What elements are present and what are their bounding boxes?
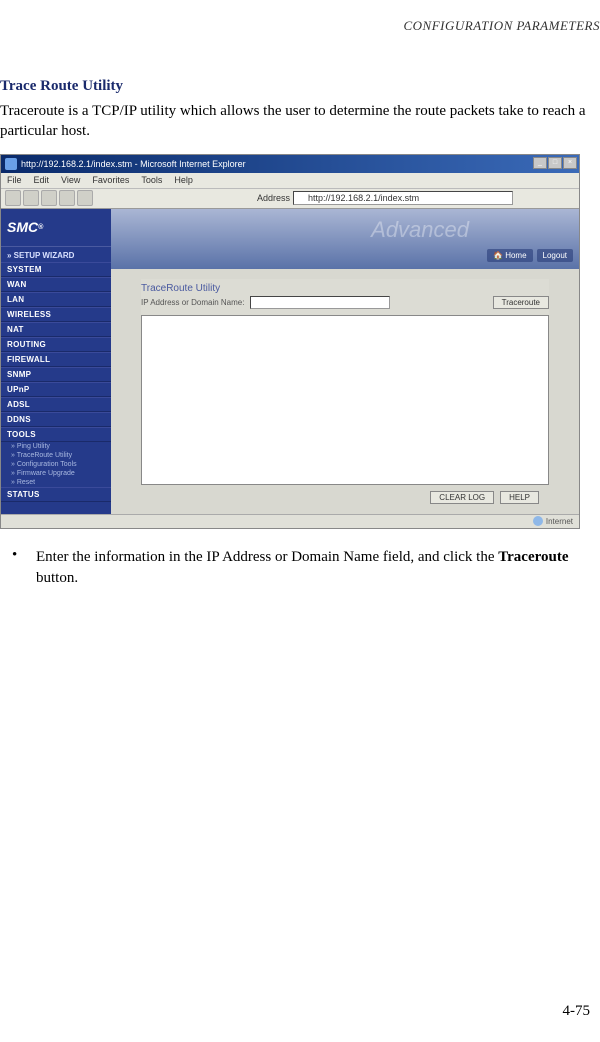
refresh-icon[interactable] — [59, 190, 75, 206]
bullet-bold: Traceroute — [498, 549, 568, 565]
window-title: http://192.168.2.1/index.stm - Microsoft… — [21, 159, 246, 169]
sidebar-item-lan[interactable]: LAN — [1, 292, 111, 307]
address-label: Address — [257, 193, 290, 203]
browser-menubar: File Edit View Favorites Tools Help — [1, 173, 579, 189]
header-actions: 🏠 Home Logout — [487, 249, 573, 262]
banner-text: Advanced — [371, 217, 469, 243]
ie-icon — [5, 158, 17, 170]
sidebar-item-tools[interactable]: TOOLS — [1, 427, 111, 442]
sidebar-item-upnp[interactable]: UPnP — [1, 382, 111, 397]
menu-tools[interactable]: Tools — [141, 175, 162, 185]
sidebar-item-wireless[interactable]: WIRELESS — [1, 307, 111, 322]
traceroute-button[interactable]: Traceroute — [493, 296, 549, 309]
screenshot-figure: http://192.168.2.1/index.stm - Microsoft… — [0, 154, 580, 529]
status-bar: Internet — [1, 514, 579, 528]
stop-icon[interactable] — [41, 190, 57, 206]
bottom-buttons: CLEAR LOG HELP — [430, 491, 539, 504]
section-title: Trace Route Utility — [0, 78, 600, 95]
main-panel: Advanced 🏠 Home Logout TraceRoute Utilit… — [111, 209, 579, 514]
panel-title: TraceRoute Utility — [141, 279, 549, 296]
sub-config-tools[interactable]: » Configuration Tools — [1, 460, 111, 469]
sidebar-item-ddns[interactable]: DDNS — [1, 412, 111, 427]
bullet-post: button. — [36, 570, 78, 586]
minimize-button[interactable]: _ — [533, 157, 547, 169]
back-icon[interactable] — [5, 190, 21, 206]
clear-log-button[interactable]: CLEAR LOG — [430, 491, 494, 504]
internet-icon — [533, 516, 543, 526]
sidebar-item-status[interactable]: STATUS — [1, 487, 111, 502]
menu-file[interactable]: File — [7, 175, 22, 185]
bullet-text: Enter the information in the IP Address … — [36, 547, 590, 589]
instruction-bullet: • Enter the information in the IP Addres… — [0, 547, 600, 589]
page-content: Trace Route Utility Traceroute is a TCP/… — [0, 0, 600, 589]
ip-field-label: IP Address or Domain Name: — [141, 298, 244, 307]
menu-help[interactable]: Help — [174, 175, 193, 185]
home-button[interactable]: 🏠 Home — [487, 249, 533, 262]
traceroute-panel: TraceRoute Utility IP Address or Domain … — [141, 279, 549, 484]
close-button[interactable]: × — [563, 157, 577, 169]
sidebar: SMC® » SETUP WIZARD SYSTEM WAN LAN WIREL… — [1, 209, 111, 514]
bullet-marker: • — [12, 547, 36, 564]
running-head: CONFIGURATION PARAMETERS — [403, 18, 600, 34]
sub-traceroute[interactable]: » TraceRoute Utility — [1, 451, 111, 460]
sub-ping[interactable]: » Ping Utility — [1, 442, 111, 451]
nav-icons — [5, 190, 93, 206]
sidebar-item-system[interactable]: SYSTEM — [1, 262, 111, 277]
intro-paragraph: Traceroute is a TCP/IP utility which all… — [0, 101, 600, 142]
address-input[interactable]: http://192.168.2.1/index.stm — [293, 191, 513, 205]
result-box — [141, 315, 549, 485]
main-header: Advanced 🏠 Home Logout — [111, 209, 579, 269]
logout-button[interactable]: Logout — [537, 249, 573, 262]
forward-icon[interactable] — [23, 190, 39, 206]
smc-logo: SMC® — [1, 209, 111, 247]
window-controls: _ □ × — [533, 157, 577, 169]
ip-input[interactable] — [250, 296, 390, 309]
window-titlebar: http://192.168.2.1/index.stm - Microsoft… — [1, 155, 579, 173]
maximize-button[interactable]: □ — [548, 157, 562, 169]
menu-view[interactable]: View — [61, 175, 80, 185]
sidebar-item-wan[interactable]: WAN — [1, 277, 111, 292]
sub-reset[interactable]: » Reset — [1, 478, 111, 487]
sidebar-item-routing[interactable]: ROUTING — [1, 337, 111, 352]
setup-wizard-link[interactable]: » SETUP WIZARD — [1, 247, 111, 262]
logo-text: SMC — [7, 219, 38, 235]
menu-favorites[interactable]: Favorites — [92, 175, 129, 185]
status-text: Internet — [546, 517, 573, 526]
sidebar-item-snmp[interactable]: SNMP — [1, 367, 111, 382]
bullet-pre: Enter the information in the IP Address … — [36, 549, 498, 565]
sidebar-item-nat[interactable]: NAT — [1, 322, 111, 337]
page-number: 4-75 — [563, 1003, 591, 1020]
app-body: SMC® » SETUP WIZARD SYSTEM WAN LAN WIREL… — [1, 209, 579, 514]
address-bar: Address http://192.168.2.1/index.stm — [1, 189, 579, 209]
sidebar-item-adsl[interactable]: ADSL — [1, 397, 111, 412]
input-row: IP Address or Domain Name: Traceroute — [141, 296, 549, 309]
home-icon[interactable] — [77, 190, 93, 206]
help-button[interactable]: HELP — [500, 491, 539, 504]
menu-edit[interactable]: Edit — [34, 175, 50, 185]
sub-firmware[interactable]: » Firmware Upgrade — [1, 469, 111, 478]
sidebar-item-firewall[interactable]: FIREWALL — [1, 352, 111, 367]
